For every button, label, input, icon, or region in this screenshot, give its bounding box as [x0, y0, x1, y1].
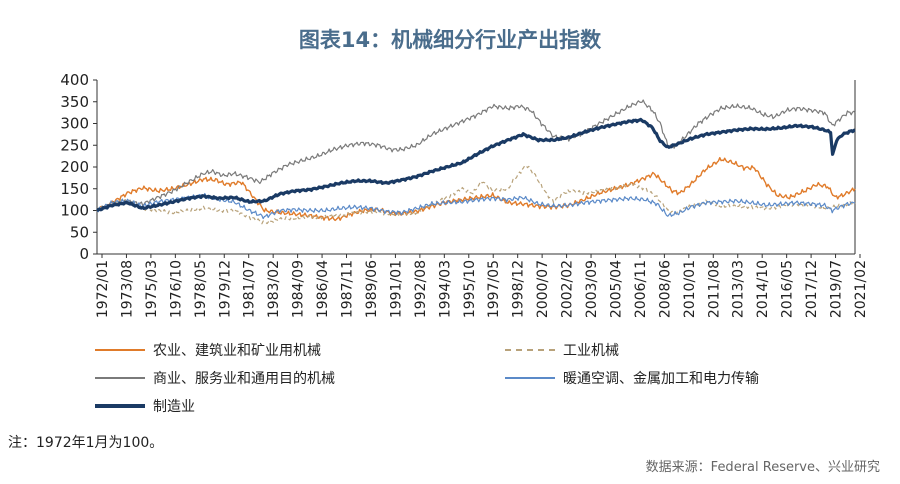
series-line-0 [96, 157, 856, 222]
x-tick-label: 2021/02 [853, 260, 869, 318]
legend-swatch [95, 349, 145, 351]
legend-label: 农业、建筑业和矿业用机械 [153, 343, 321, 359]
x-tick-label: 2003/09 [584, 260, 600, 318]
legend: 农业、建筑业和矿业用机械 工业机械 商业、服务业和通用目的机械 暖通空调、金属加… [95, 340, 875, 426]
x-tick-label: 1975/03 [144, 260, 160, 318]
x-tick-label: 1986/04 [315, 260, 331, 318]
legend-item-hvac-metalworking: 暖通空调、金属加工和电力传输 [505, 368, 759, 388]
x-tick-label: 2008/06 [657, 260, 673, 318]
chart-title: 图表14：机械细分行业产出指数 [298, 28, 602, 52]
legend-label: 暖通空调、金属加工和电力传输 [563, 371, 759, 387]
data-source: 数据来源：Federal Reserve、兴业研究 [645, 460, 880, 475]
x-tick-label: 1983/02 [266, 260, 282, 318]
series-line-4 [96, 117, 856, 212]
x-tick-label: 2019/07 [829, 260, 845, 318]
series-line-1 [96, 164, 856, 225]
y-tick-label: 150 [60, 180, 89, 198]
y-tick-label: 350 [60, 93, 89, 111]
x-tick-label: 1984/09 [291, 260, 307, 318]
line-chart: 0 50 100 150 200 250 300 350 400 1972/01 1973/08 19… [60, 71, 869, 318]
legend-swatch [95, 377, 145, 379]
y-tick-label: 100 [60, 202, 89, 220]
chart-note: 注：1972年1月为100。 [8, 435, 164, 451]
x-tick-label: 1992/08 [413, 260, 429, 318]
y-tick-label: 200 [60, 158, 89, 176]
y-tick-label: 400 [60, 71, 89, 89]
x-tick-label: 2000/07 [535, 260, 551, 318]
legend-label: 商业、服务业和通用目的机械 [153, 371, 335, 387]
y-tick-label: 50 [70, 223, 89, 241]
x-tick-label: 2006/11 [633, 260, 649, 318]
x-tick-label: 1991/01 [388, 260, 404, 318]
x-tick-label: 1979/12 [217, 260, 233, 318]
x-tick-label: 1972/01 [95, 260, 111, 318]
legend-item-agriculture-machinery: 农业、建筑业和矿业用机械 [95, 340, 321, 360]
y-tick-label: 250 [60, 136, 89, 154]
legend-item-commercial-machinery: 商业、服务业和通用目的机械 [95, 368, 335, 388]
legend-label: 工业机械 [563, 343, 619, 359]
series-line-2 [96, 99, 856, 212]
legend-swatch [95, 404, 145, 408]
legend-swatch [505, 377, 555, 379]
legend-item-industrial-machinery: 工业机械 [505, 340, 619, 360]
x-tick-label: 1973/08 [119, 260, 135, 318]
x-tick-label: 2014/10 [755, 260, 771, 318]
y-tick-label: 300 [60, 115, 89, 133]
x-tick-label: 1998/12 [511, 260, 527, 318]
series-line-3 [96, 192, 856, 220]
x-tick-label: 2016/05 [780, 260, 796, 318]
x-tick-label: 2002/02 [560, 260, 576, 318]
x-tick-label: 1997/05 [486, 260, 502, 318]
x-tick-label: 2010/01 [682, 260, 698, 318]
legend-item-manufacturing: 制造业 [95, 396, 195, 416]
legend-label: 制造业 [153, 399, 195, 415]
y-tick-label: 0 [79, 245, 89, 263]
x-tick-label: 1995/10 [462, 260, 478, 318]
x-tick-label: 2017/12 [804, 260, 820, 318]
x-tick-label: 1989/06 [364, 260, 380, 318]
x-tick-label: 1978/05 [193, 260, 209, 318]
x-tick-label: 2011/08 [706, 260, 722, 318]
x-tick-label: 2013/03 [731, 260, 747, 318]
x-tick-label: 1981/07 [242, 260, 258, 318]
x-tick-label: 1994/03 [437, 260, 453, 318]
x-tick-label: 1987/11 [340, 260, 356, 318]
legend-swatch [505, 349, 555, 351]
x-tick-label: 1976/10 [168, 260, 184, 318]
x-tick-label: 2005/04 [608, 260, 624, 318]
